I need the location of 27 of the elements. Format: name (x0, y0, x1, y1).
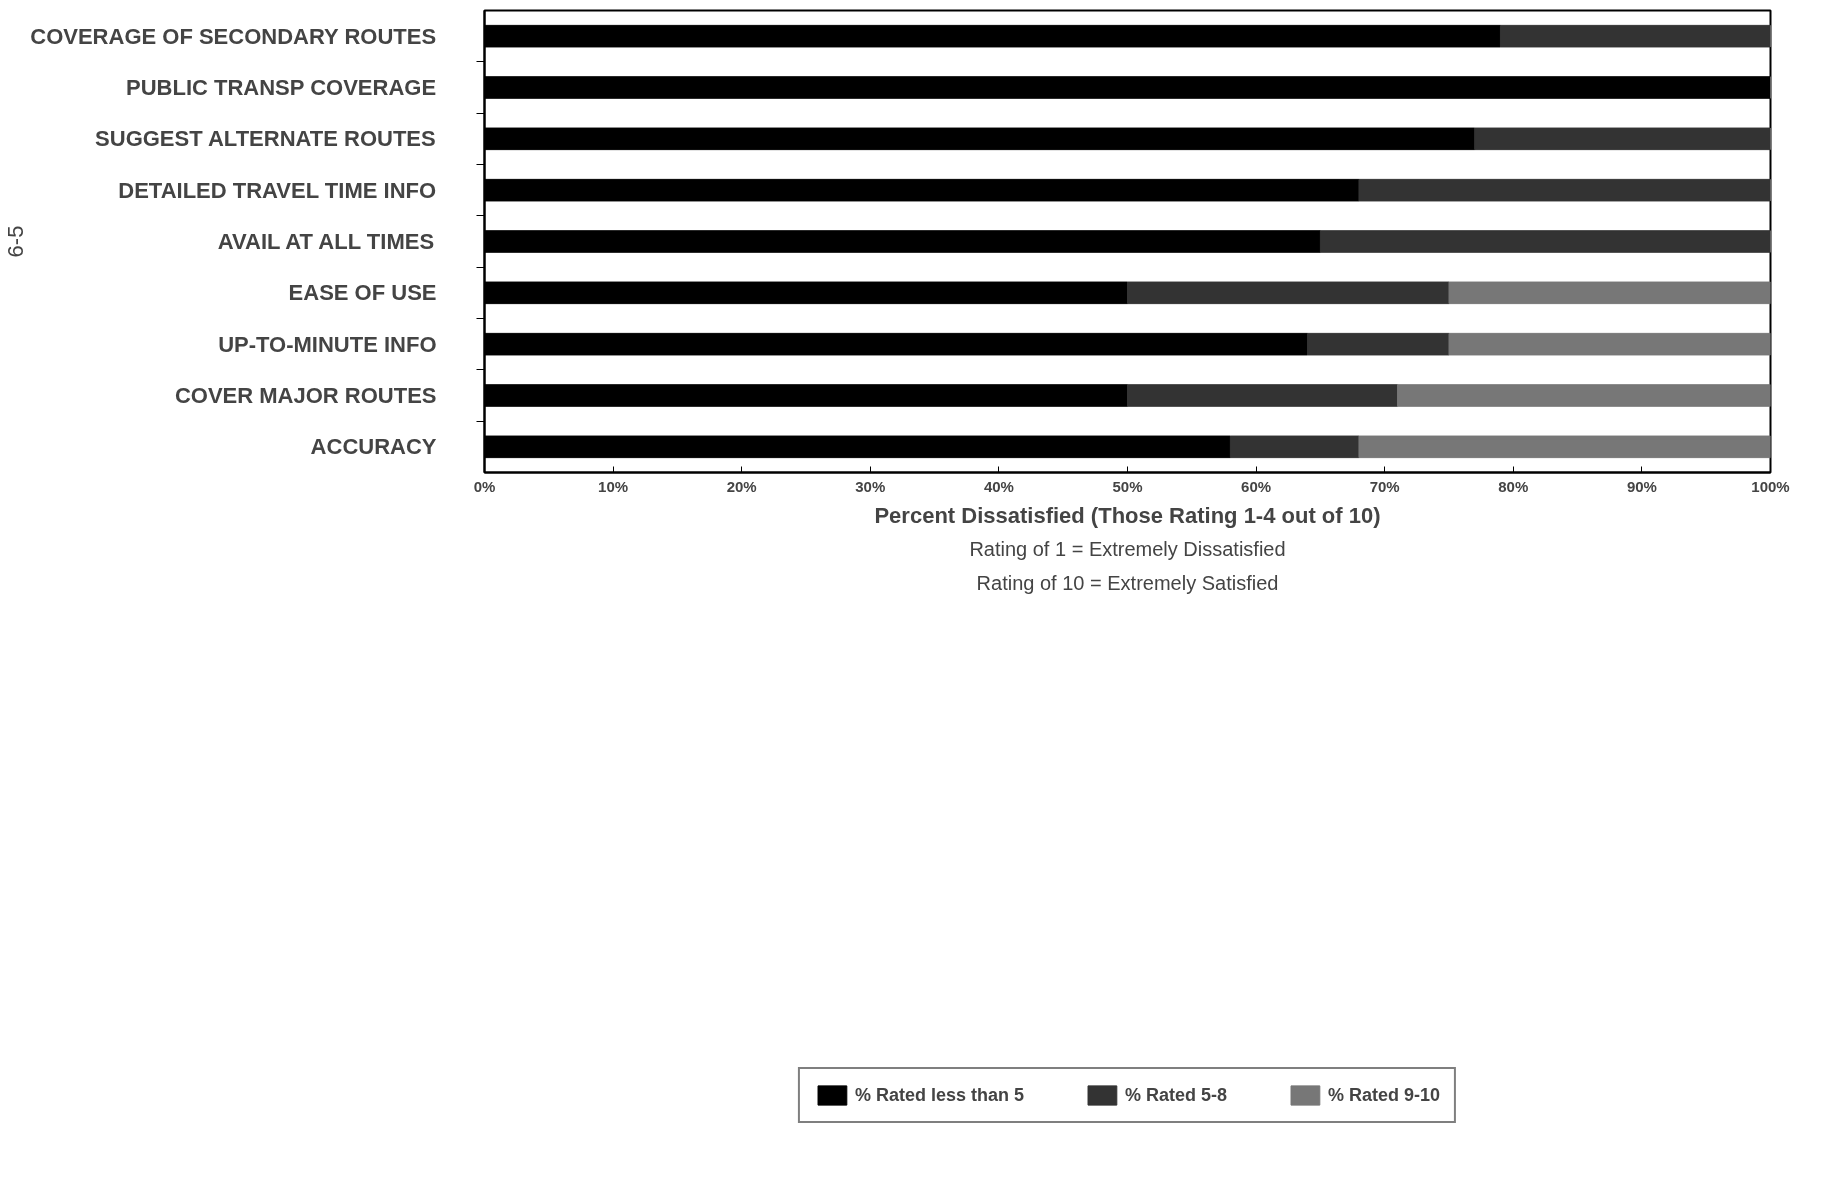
y-tick-label: DETAILED TRAVEL TIME INFO (118, 177, 437, 203)
legend-label: % Rated less than 5 (854, 1084, 1024, 1106)
x-tick-label: 0% (473, 477, 496, 495)
x-tick-label: 20% (726, 477, 757, 495)
x-tick-label: 70% (1369, 477, 1400, 495)
x-tick-label: 100% (1751, 477, 1790, 495)
legend-label: % Rated 5-8 (1124, 1084, 1228, 1106)
y-tick-label: COVERAGE OF SECONDARY ROUTES (30, 23, 437, 49)
text: 6-5 (2, 225, 28, 258)
x-tick-label: 40% (983, 477, 1014, 495)
x-tick-label: 90% (1626, 477, 1657, 495)
y-tick-label: AVAIL AT ALL TIMES (217, 229, 435, 254)
legend-label: % Rated 9-10 (1328, 1084, 1441, 1106)
x-tick-label: 80% (1498, 477, 1529, 495)
x-tick-label: 60% (1241, 477, 1272, 495)
y-tick-label: COVER MAJOR ROUTES (174, 383, 437, 408)
y-tick-label: EASE OF USE (288, 280, 437, 306)
y-tick-label: ACCURACY (310, 434, 437, 460)
x-axis-title: Percent Dissatisfied (Those Rating 1-4 out of 10) (874, 502, 1381, 528)
text: Rating of 1 = Extremely Dissatisfied (969, 537, 1286, 560)
y-tick-label: SUGGEST ALTERNATE ROUTES (95, 126, 436, 152)
x-tick-label: 30% (855, 477, 886, 495)
y-tick-label: UP-TO-MINUTE INFO (218, 331, 437, 357)
y-tick-label: PUBLIC TRANSP COVERAGE (126, 75, 437, 100)
text: Rating of 10 = Extremely Satisfied (976, 571, 1279, 594)
x-tick-label: 10% (598, 477, 629, 495)
x-tick-label: 50% (1112, 477, 1143, 495)
